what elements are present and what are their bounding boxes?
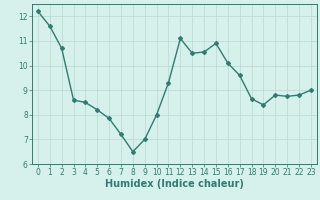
X-axis label: Humidex (Indice chaleur): Humidex (Indice chaleur) — [105, 179, 244, 189]
